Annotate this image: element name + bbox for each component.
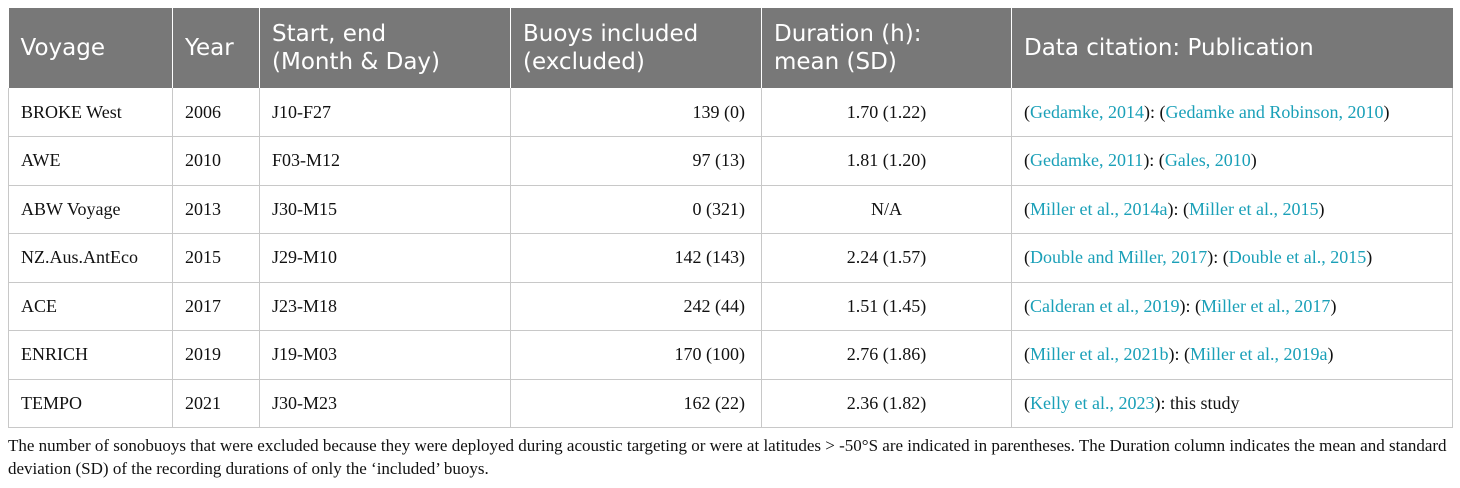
header-start-end: Start, end (Month & Day) xyxy=(259,8,511,88)
cell-start-end: F03-M12 xyxy=(259,136,511,186)
cell-citation: (Miller et al., 2021b): (Miller et al., … xyxy=(1011,330,1453,380)
header-row: Voyage Year Start, end (Month & Day) Buoy… xyxy=(8,8,1453,88)
cell-duration: 2.76 (1.86) xyxy=(761,330,1012,380)
header-duration-line1: Duration (h): xyxy=(774,21,922,47)
cell-citation: (Gedamke, 2011): (Gales, 2010) xyxy=(1011,136,1453,186)
cell-duration: 1.81 (1.20) xyxy=(761,136,1012,186)
cell-year: 2010 xyxy=(172,136,260,186)
cell-voyage: ENRICH xyxy=(8,330,173,380)
header-citation: Data citation: Publication xyxy=(1011,8,1453,88)
citation-link[interactable]: Double and Miller, 2017 xyxy=(1030,247,1208,268)
cell-citation: (Double and Miller, 2017): (Double et al… xyxy=(1011,233,1453,283)
header-year: Year xyxy=(172,8,260,88)
table-row: NZ.Aus.AntEco 2015 J29-M10 142 (143) 2.2… xyxy=(8,233,1453,283)
header-duration: Duration (h): mean (SD) xyxy=(761,8,1012,88)
header-buoys-line2: (excluded) xyxy=(523,49,645,75)
cell-buoys: 170 (100) xyxy=(510,330,762,380)
citation-text: this study xyxy=(1169,392,1240,413)
header-start-end-line2: (Month & Day) xyxy=(272,49,441,75)
table-row: ENRICH 2019 J19-M03 170 (100) 2.76 (1.86… xyxy=(8,330,1453,380)
cell-voyage: BROKE West xyxy=(8,88,173,137)
citation-link[interactable]: Miller et al., 2014a xyxy=(1030,198,1168,219)
cell-buoys: 139 (0) xyxy=(510,88,762,137)
cell-year: 2013 xyxy=(172,185,260,234)
cell-duration: 1.70 (1.22) xyxy=(761,88,1012,137)
cell-buoys: 162 (22) xyxy=(510,379,762,428)
citation-link[interactable]: Gedamke and Robinson, 2010 xyxy=(1165,101,1384,122)
cell-start-end: J30-M15 xyxy=(259,185,511,234)
cell-duration: 2.24 (1.57) xyxy=(761,233,1012,283)
cell-duration: N/A xyxy=(761,185,1012,234)
table-row: AWE 2010 F03-M12 97 (13) 1.81 (1.20) (Ge… xyxy=(8,136,1453,186)
table-row: TEMPO 2021 J30-M23 162 (22) 2.36 (1.82) … xyxy=(8,379,1453,428)
header-voyage: Voyage xyxy=(8,8,173,88)
cell-start-end: J10-F27 xyxy=(259,88,511,137)
header-buoys: Buoys included (excluded) xyxy=(510,8,762,88)
cell-start-end: J29-M10 xyxy=(259,233,511,283)
citation-link[interactable]: Miller et al., 2015 xyxy=(1188,198,1319,219)
cell-citation: (Calderan et al., 2019): (Miller et al.,… xyxy=(1011,282,1453,331)
cell-year: 2006 xyxy=(172,88,260,137)
header-start-end-line1: Start, end xyxy=(272,21,387,47)
citation-link[interactable]: Gedamke, 2014 xyxy=(1030,101,1144,122)
cell-start-end: J23-M18 xyxy=(259,282,511,331)
cell-year: 2019 xyxy=(172,330,260,380)
table-footnote: The number of sonobuoys that were exclud… xyxy=(8,436,1447,478)
cell-duration: 2.36 (1.82) xyxy=(761,379,1012,428)
table-row: ABW Voyage 2013 J30-M15 0 (321) N/A (Mil… xyxy=(8,185,1453,234)
cell-start-end: J19-M03 xyxy=(259,330,511,380)
cell-voyage: AWE xyxy=(8,136,173,186)
cell-buoys: 242 (44) xyxy=(510,282,762,331)
cell-buoys: 0 (321) xyxy=(510,185,762,234)
table-row: ACE 2017 J23-M18 242 (44) 1.51 (1.45) (C… xyxy=(8,282,1453,331)
cell-citation: (Miller et al., 2014a): (Miller et al., … xyxy=(1011,185,1453,234)
header-duration-line2: mean (SD) xyxy=(774,49,897,75)
cell-year: 2021 xyxy=(172,379,260,428)
table-row: BROKE West 2006 J10-F27 139 (0) 1.70 (1.… xyxy=(8,88,1453,137)
citation-link[interactable]: Calderan et al., 2019 xyxy=(1030,295,1180,316)
cell-voyage: NZ.Aus.AntEco xyxy=(8,233,173,283)
cell-duration: 1.51 (1.45) xyxy=(761,282,1012,331)
cell-voyage: TEMPO xyxy=(8,379,173,428)
cell-year: 2017 xyxy=(172,282,260,331)
table-container: Voyage Year Start, end (Month & Day) Buoy… xyxy=(8,8,1453,428)
citation-link[interactable]: Miller et al., 2021b xyxy=(1030,344,1169,365)
citation-link[interactable]: Gedamke, 2011 xyxy=(1030,150,1144,171)
sonobuoy-voyage-table: Voyage Year Start, end (Month & Day) Buoy… xyxy=(8,8,1453,428)
cell-voyage: ACE xyxy=(8,282,173,331)
citation-link[interactable]: Double et al., 2015 xyxy=(1228,247,1367,268)
cell-year: 2015 xyxy=(172,233,260,283)
citation-link[interactable]: Kelly et al., 2023 xyxy=(1030,392,1155,413)
cell-buoys: 142 (143) xyxy=(510,233,762,283)
cell-start-end: J30-M23 xyxy=(259,379,511,428)
cell-voyage: ABW Voyage xyxy=(8,185,173,234)
header-buoys-line1: Buoys included xyxy=(523,21,699,47)
citation-link[interactable]: Miller et al., 2017 xyxy=(1200,295,1331,316)
citation-link[interactable]: Miller et al., 2019a xyxy=(1189,344,1328,365)
cell-citation: (Gedamke, 2014): (Gedamke and Robinson, … xyxy=(1011,88,1453,137)
cell-citation: (Kelly et al., 2023): this study xyxy=(1011,379,1453,428)
citation-link[interactable]: Gales, 2010 xyxy=(1164,150,1251,171)
cell-buoys: 97 (13) xyxy=(510,136,762,186)
